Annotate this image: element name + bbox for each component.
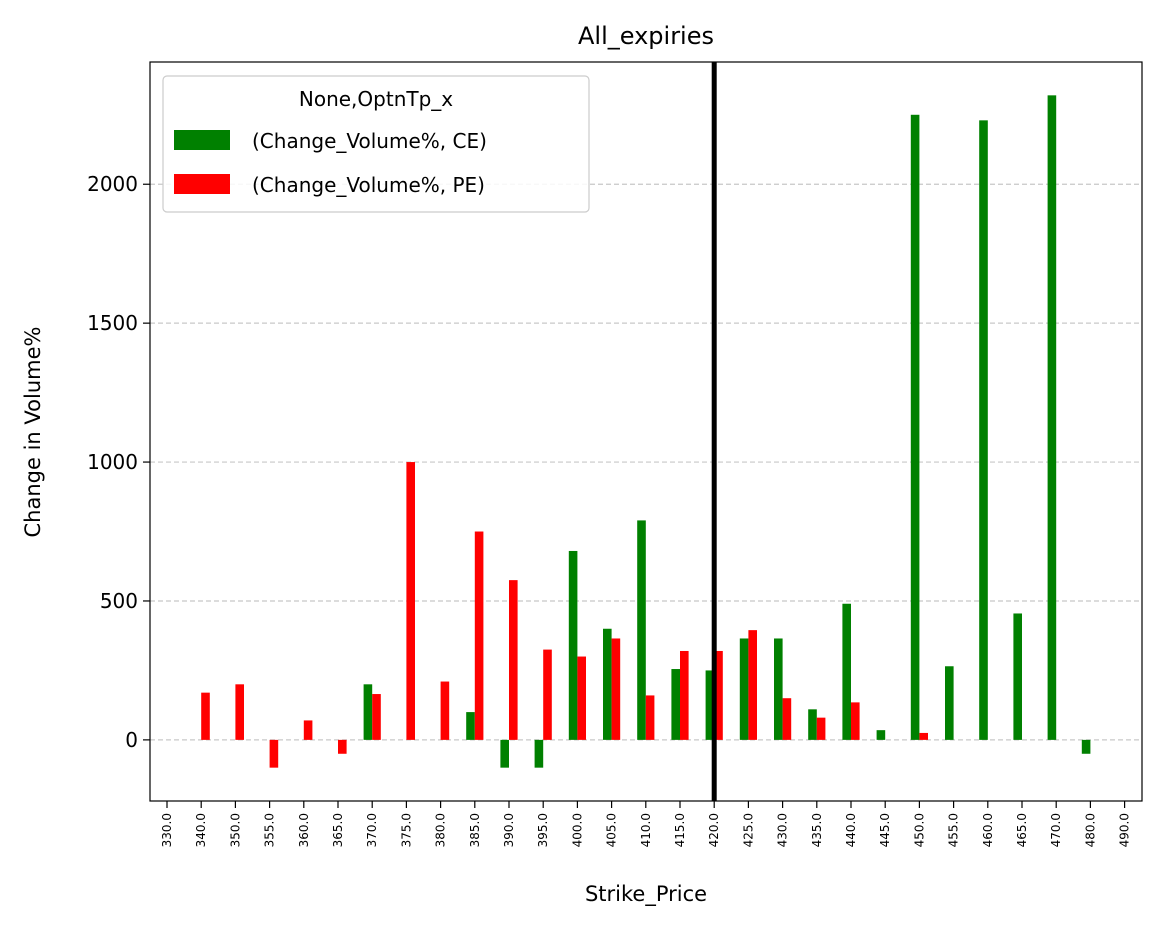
x-tick-label-18: 430.0 [776, 813, 790, 847]
bar-ce-430.0 [774, 638, 783, 740]
bar-ce-405.0 [603, 628, 612, 740]
bar-pe-375.0 [406, 462, 415, 740]
bar-pe-425.0 [748, 630, 757, 740]
bar-ce-455.0 [945, 666, 954, 740]
bar-ce-395.0 [534, 739, 544, 768]
x-axis: 330.0 340.0 350.0 355.0 360.0 365.0 370.0 375.0… [160, 801, 1132, 847]
y-axis-label: Change in Volume% [21, 327, 45, 538]
x-tick-label-19: 435.0 [810, 813, 824, 847]
x-tick-label-1: 340.0 [194, 813, 208, 847]
x-tick-label-3: 355.0 [263, 813, 277, 847]
legend-box [162, 75, 590, 213]
x-tick-label-0: 330.0 [160, 813, 174, 847]
x-tick-label-9: 385.0 [468, 813, 482, 847]
legend: None,OptnTp_x (Change_Volume%, CE) (Chan… [162, 75, 590, 213]
bar-pe-390.0 [509, 580, 518, 740]
y-tick-label-2: 1000 [87, 450, 138, 474]
bar-pe-440.0 [851, 702, 860, 740]
legend-swatch-ce [174, 130, 230, 150]
plot-frame [149, 61, 1143, 802]
x-tick-label-10: 390.0 [502, 813, 516, 847]
legend-label-ce: (Change_Volume%, CE) [252, 129, 487, 153]
bar-ce-385.0 [466, 712, 475, 740]
bar-pe-420.0 [714, 650, 723, 740]
bar-ce-445.0 [876, 730, 886, 740]
x-tick-label-15: 415.0 [673, 813, 687, 847]
x-tick-label-5: 365.0 [331, 813, 345, 847]
bar-ce-410.0 [637, 520, 646, 740]
bar-ce-460.0 [979, 120, 988, 740]
bars [201, 95, 1091, 768]
bar-ce-450.0 [910, 114, 920, 740]
bar-ce-400.0 [568, 550, 578, 740]
legend-title: None,OptnTp_x [299, 87, 453, 111]
bar-pe-415.0 [680, 650, 689, 740]
y-tick-label-0: 0 [125, 728, 138, 752]
bar-ce-465.0 [1013, 613, 1022, 740]
x-tick-label-6: 370.0 [365, 813, 379, 847]
bar-pe-355.0 [269, 739, 279, 768]
bar-ce-370.0 [363, 684, 373, 740]
x-tick-label-2: 350.0 [228, 813, 242, 847]
x-tick-label-7: 375.0 [399, 813, 413, 847]
y-axis: 0 500 1000 1500 2000 [87, 172, 150, 752]
x-tick-label-17: 425.0 [741, 813, 755, 847]
bar-ce-435.0 [808, 709, 817, 740]
bar-pe-400.0 [577, 656, 586, 740]
bar-ce-390.0 [500, 739, 509, 768]
bar-pe-340.0 [201, 692, 210, 740]
y-tick-label-3: 1500 [87, 311, 138, 335]
x-tick-label-8: 380.0 [434, 813, 448, 847]
x-tick-label-16: 420.0 [707, 813, 721, 847]
grid-lines [150, 183, 1142, 741]
bar-pe-435.0 [816, 717, 826, 740]
bar-pe-450.0 [919, 732, 928, 740]
x-tick-label-4: 360.0 [297, 813, 311, 847]
x-tick-label-13: 405.0 [605, 813, 619, 847]
x-tick-label-28: 490.0 [1118, 813, 1132, 847]
bar-pe-385.0 [474, 531, 484, 740]
bar-ce-420.0 [705, 670, 715, 740]
chart-title: All_expiries [578, 22, 714, 50]
bar-pe-405.0 [611, 638, 621, 740]
bar-pe-410.0 [645, 695, 655, 740]
x-tick-label-14: 410.0 [639, 813, 653, 847]
y-tick-label-4: 2000 [87, 172, 138, 196]
x-tick-label-22: 450.0 [912, 813, 926, 847]
bar-pe-350.0 [235, 684, 244, 740]
x-tick-label-23: 455.0 [947, 813, 961, 847]
bar-pe-430.0 [782, 698, 792, 740]
x-tick-label-27: 480.0 [1083, 813, 1097, 847]
bar-ce-415.0 [671, 669, 680, 740]
bar-pe-370.0 [372, 694, 381, 740]
bar-pe-395.0 [543, 649, 552, 740]
x-axis-label: Strike_Price [585, 882, 707, 907]
bar-pe-360.0 [303, 720, 313, 740]
bar-ce-440.0 [842, 603, 851, 740]
bar-pe-365.0 [338, 739, 347, 754]
x-tick-label-11: 395.0 [536, 813, 550, 847]
x-tick-label-21: 445.0 [878, 813, 892, 847]
x-tick-label-20: 440.0 [844, 813, 858, 847]
x-tick-label-25: 465.0 [1015, 813, 1029, 847]
bar-ce-425.0 [739, 638, 749, 740]
x-tick-label-12: 400.0 [570, 813, 584, 847]
legend-swatch-pe [174, 174, 230, 194]
bar-pe-380.0 [440, 681, 450, 740]
bar-ce-470.0 [1047, 95, 1057, 740]
y-tick-label-1: 500 [100, 589, 138, 613]
legend-label-pe: (Change_Volume%, PE) [252, 173, 485, 197]
x-tick-label-24: 460.0 [981, 813, 995, 847]
x-tick-label-26: 470.0 [1049, 813, 1063, 847]
bar-ce-480.0 [1081, 739, 1091, 754]
